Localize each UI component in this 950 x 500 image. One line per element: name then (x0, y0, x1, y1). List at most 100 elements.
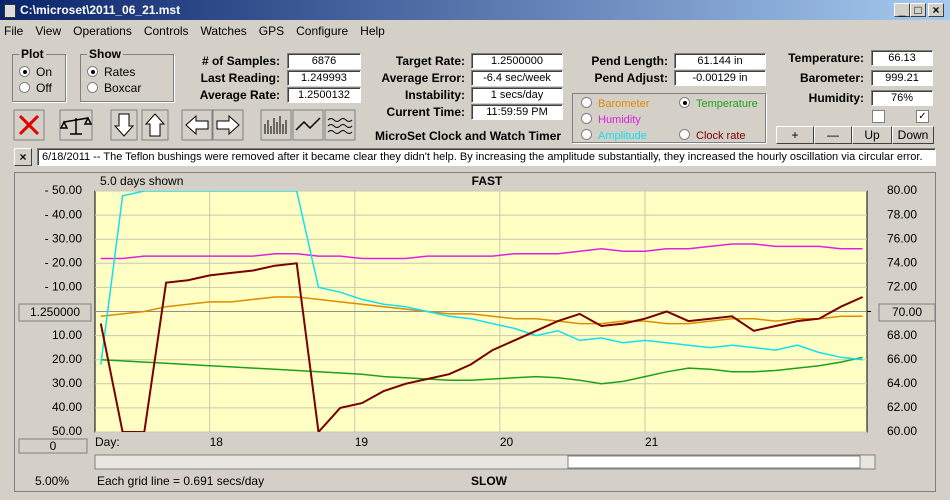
field-value: 61.144 in (674, 53, 766, 69)
x-tick-label: 20 (500, 435, 514, 449)
center-right-button[interactable] (878, 303, 936, 322)
radio-option[interactable]: Amplitude (581, 129, 647, 142)
app-label: MicroSet Clock and Watch Timer (375, 129, 562, 143)
radio-option[interactable]: Boxcar (87, 81, 141, 95)
field-label: Last Reading: (200, 71, 280, 85)
chart-frame (14, 172, 936, 492)
radio[interactable] (581, 129, 592, 140)
menu-item[interactable]: Watches (200, 24, 247, 38)
field-value: 11:59:59 PM (471, 104, 563, 120)
radio-option[interactable]: Clock rate (679, 129, 746, 142)
graph-options: Barometer Temperature Humidity Amplitude Clo… (572, 93, 766, 143)
field-label: Humidity: (808, 91, 864, 105)
field-value: 1.2500132 (287, 87, 361, 103)
menu-item[interactable]: Configure (296, 24, 349, 38)
menu-item[interactable]: Operations (73, 24, 132, 38)
menu-item[interactable]: File (4, 24, 24, 38)
option-label: Barometer (598, 98, 650, 110)
y2-tick-label: 68.00 (887, 328, 917, 342)
radio-option[interactable]: Temperature (679, 97, 758, 110)
series-line (99, 262, 864, 432)
field-label: Average Rate: (199, 88, 280, 102)
group-title: Plot (19, 47, 46, 61)
close-button[interactable]: × (928, 3, 944, 17)
tool-icon (216, 114, 240, 136)
field-label: Average Error: (381, 71, 465, 85)
field-value: -6.4 sec/week (471, 70, 563, 86)
menu-item[interactable]: Help (360, 24, 385, 38)
field-value: -0.00129 in (674, 70, 766, 86)
x-tick-label: 19 (355, 435, 369, 449)
button[interactable]: Down (892, 126, 934, 144)
option-label: Humidity (598, 114, 641, 126)
field-label: Current Time: (386, 105, 465, 119)
y2-tick-label: 66.00 (887, 352, 917, 366)
field-value: 6876 (287, 53, 361, 69)
radio-option[interactable]: Humidity (581, 113, 641, 126)
scroll-thumb[interactable] (567, 455, 861, 469)
option-label: Boxcar (104, 81, 142, 95)
note-text[interactable]: 6/18/2011 -- The Teflon bushings were re… (37, 148, 936, 166)
checkbox[interactable]: ✓ (916, 110, 929, 123)
y2-tick-label: 62.00 (887, 400, 917, 414)
button[interactable]: — (814, 126, 852, 144)
radio-option[interactable]: Off (19, 81, 52, 95)
y-tick-label: - 20.00 (45, 255, 83, 269)
y-tick-label: - 30.00 (45, 231, 83, 245)
x-tick-label: 21 (645, 435, 659, 449)
y-tick-label: - 10.00 (45, 280, 83, 294)
tool-icon (59, 116, 93, 135)
radio[interactable] (679, 97, 690, 108)
radio[interactable] (581, 97, 592, 108)
radio-option[interactable]: Rates (87, 65, 135, 79)
note-close-button[interactable]: × (14, 148, 32, 166)
menu-item[interactable]: View (35, 24, 62, 38)
field-label: Temperature: (788, 51, 864, 65)
menu-item[interactable]: GPS (258, 24, 285, 38)
button[interactable]: + (776, 126, 814, 144)
y-tick-label: 10.00 (52, 328, 82, 342)
y2-tick-label: 80.00 (887, 183, 917, 197)
center-left-button[interactable] (18, 303, 92, 322)
option-label: Off (36, 81, 52, 95)
checkbox[interactable] (872, 110, 885, 123)
option-label: Clock rate (696, 130, 746, 142)
zero-button[interactable] (18, 438, 88, 454)
field-value: 66.13 (871, 50, 933, 66)
field-value: 76% (871, 90, 933, 106)
radio-option[interactable]: Barometer (581, 97, 649, 110)
toolbar (13, 109, 356, 141)
menu-bar: File View Operations Controls Watches GPS Conf… (4, 24, 385, 38)
field-label: # of Samples: (201, 54, 280, 68)
radio[interactable] (581, 113, 592, 124)
button[interactable]: Up (852, 126, 892, 144)
maximize-button[interactable]: □ (910, 3, 926, 17)
tool-icon (18, 114, 40, 136)
field-label: Instability: (404, 88, 465, 102)
radio-option[interactable]: On (19, 65, 52, 79)
y2-tick-label: 60.00 (887, 424, 917, 438)
radio[interactable] (679, 129, 690, 140)
y-tick-label: 30.00 (52, 376, 82, 390)
series-line (100, 356, 863, 385)
option-label: Temperature (696, 98, 758, 110)
field-label: Target Rate: (395, 54, 465, 68)
field-label: Barometer: (799, 71, 864, 85)
series-line (100, 243, 863, 260)
grid (95, 190, 867, 433)
tool-icon (113, 113, 135, 137)
grid-note: Each grid line = 0.691 secs/day (97, 474, 264, 488)
group-title: Show (87, 47, 123, 61)
show-group: Show Rates Boxcar (80, 47, 174, 102)
y2-tick-label: 76.00 (887, 231, 917, 245)
field-value: 1 secs/day (471, 87, 563, 103)
chart-subtitle: 5.0 days shown (100, 174, 183, 188)
minimize-button[interactable]: _ (894, 3, 910, 17)
menu-item[interactable]: Controls (143, 24, 189, 38)
plot-group: Plot On Off (12, 47, 66, 102)
center-right-label: 70.00 (892, 305, 922, 319)
option-label: Amplitude (598, 130, 647, 142)
y-tick-label: - 40.00 (45, 207, 83, 221)
tool-icon (264, 116, 287, 134)
